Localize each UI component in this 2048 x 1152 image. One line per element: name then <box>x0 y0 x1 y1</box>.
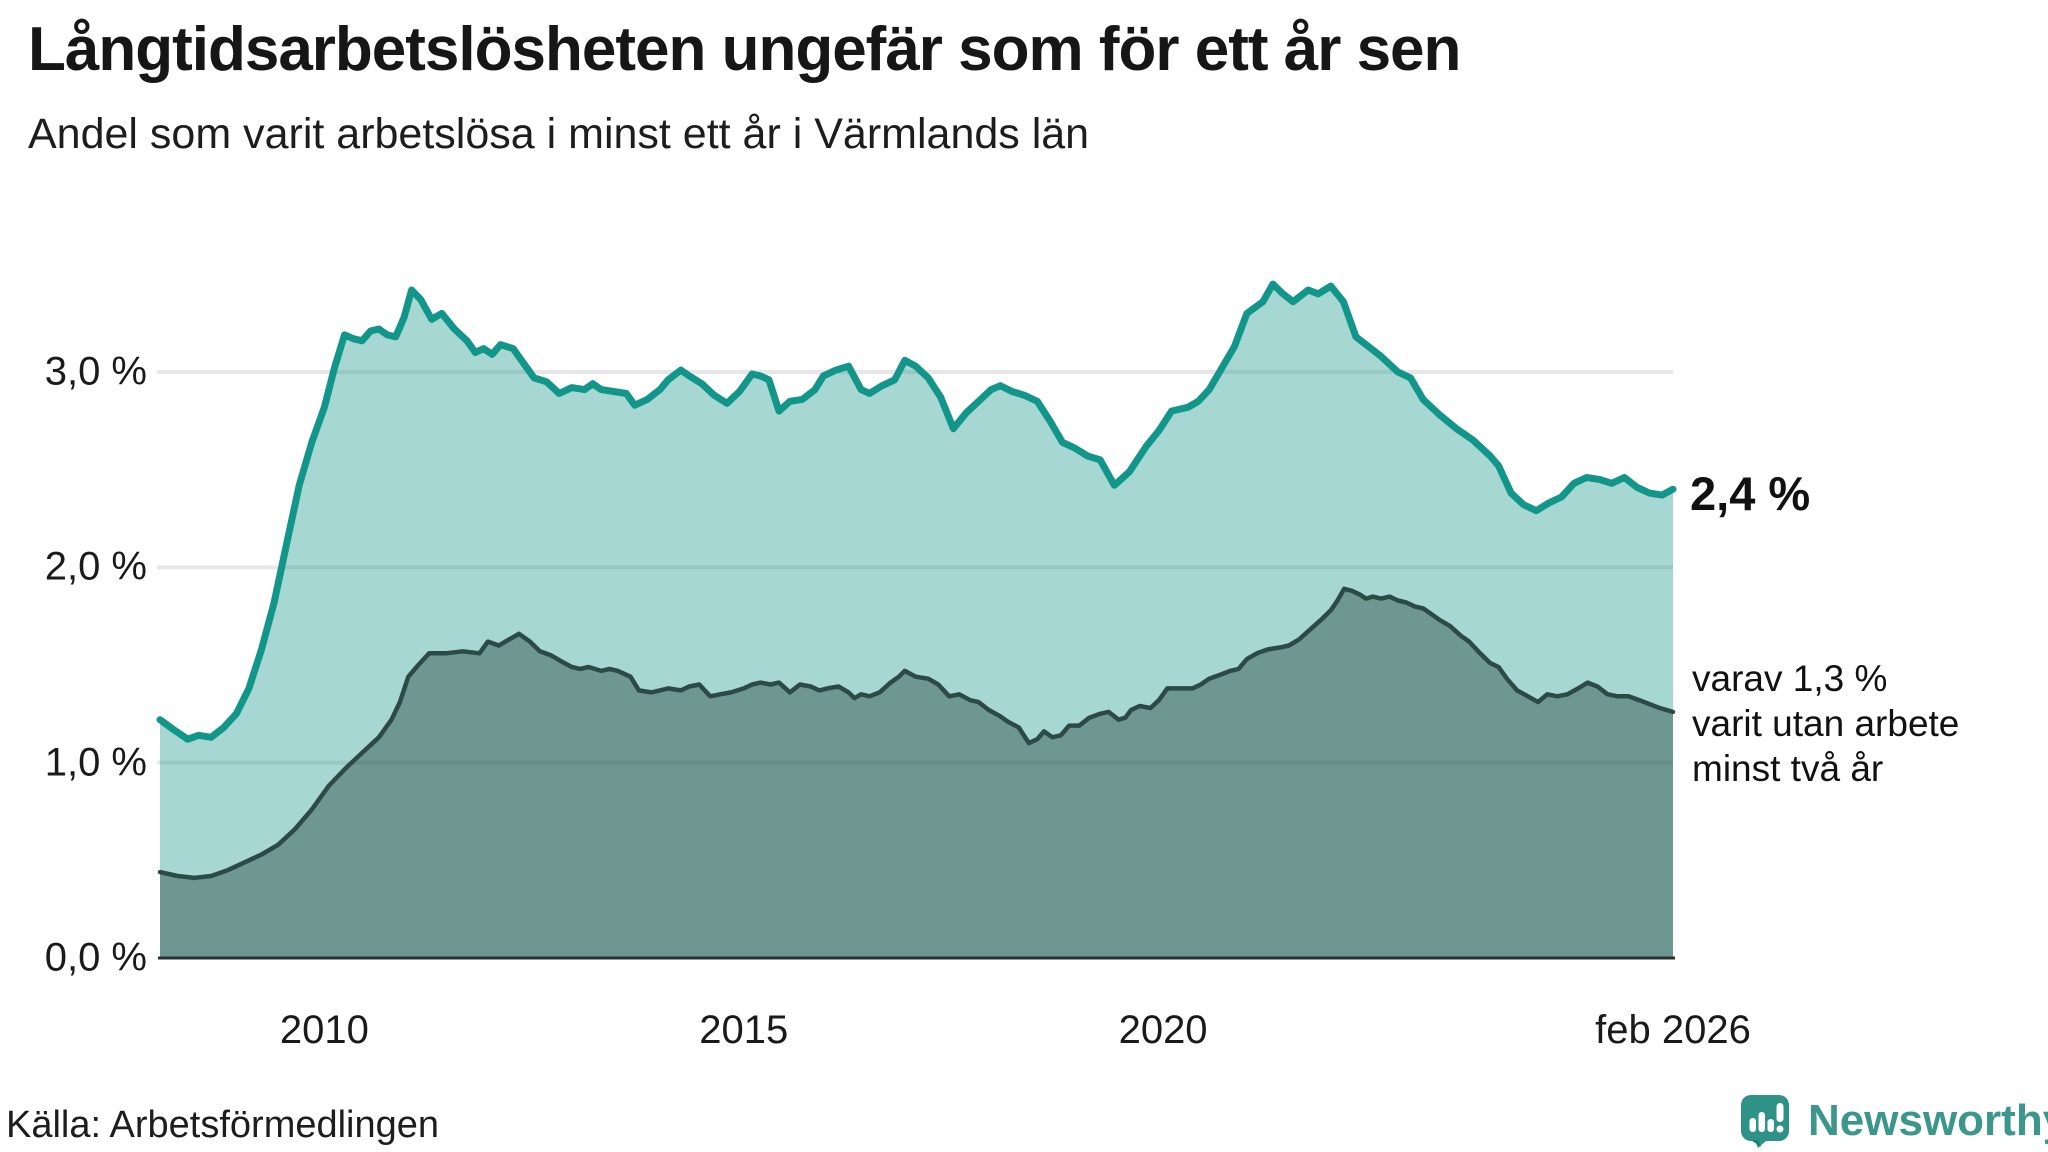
chart-subtitle: Andel som varit arbetslösa i minst ett å… <box>28 110 1090 158</box>
secondary-annotation-line: varit utan arbete <box>1692 703 1960 744</box>
page-title: Långtidsarbetslösheten ungefär som för e… <box>28 15 1461 84</box>
secondary-series-annotation: varav 1,3 % varit utan arbete minst två år <box>1692 656 1959 791</box>
x-tick-label: 2015 <box>699 1008 789 1052</box>
primary-series-end-value-label: 2,4 % <box>1690 467 1811 520</box>
series-one-year-area <box>160 284 1673 959</box>
series-two-years-line <box>157 586 1676 881</box>
source-attribution: Källa: Arbetsförmedlingen <box>6 1104 440 1146</box>
x-tick-label: 2020 <box>1118 1008 1208 1052</box>
y-tick-label: 2,0 % <box>44 544 147 589</box>
x-tick-label: feb 2026 <box>1595 1008 1751 1052</box>
x-tick-label: 2010 <box>279 1008 369 1052</box>
secondary-annotation-line: minst två år <box>1692 748 1884 789</box>
newsworthy-logo-text: Newsworthy <box>1808 1096 2048 1145</box>
newsworthy-chart-bubble-icon <box>1741 1095 1789 1148</box>
y-tick-label: 0,0 % <box>44 935 147 980</box>
series-two-years-area <box>160 588 1673 958</box>
series-one-year-line <box>156 280 1677 743</box>
y-tick-label: 3,0 % <box>44 349 147 394</box>
secondary-annotation-line: varav 1,3 % <box>1692 658 1888 699</box>
newsworthy-logo: Newsworthy <box>1740 1094 2048 1148</box>
y-tick-label: 1,0 % <box>44 740 147 785</box>
